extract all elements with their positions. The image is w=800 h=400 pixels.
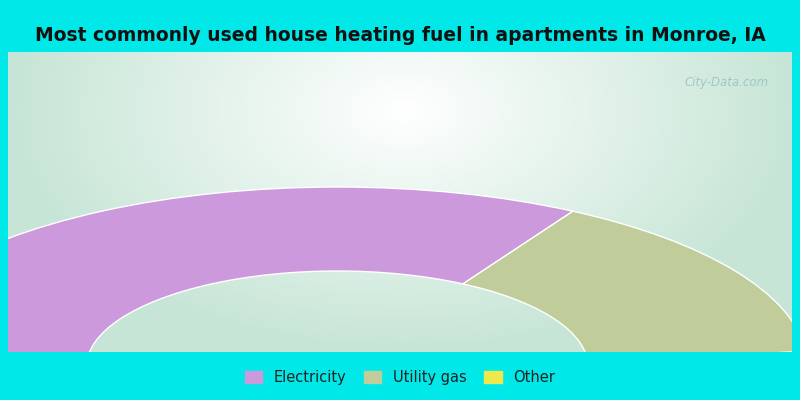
Wedge shape xyxy=(0,187,573,367)
Wedge shape xyxy=(463,211,800,359)
Text: City-Data.com: City-Data.com xyxy=(684,76,769,89)
Wedge shape xyxy=(587,352,800,367)
Legend: Electricity, Utility gas, Other: Electricity, Utility gas, Other xyxy=(238,364,562,391)
Text: Most commonly used house heating fuel in apartments in Monroe, IA: Most commonly used house heating fuel in… xyxy=(34,26,766,45)
